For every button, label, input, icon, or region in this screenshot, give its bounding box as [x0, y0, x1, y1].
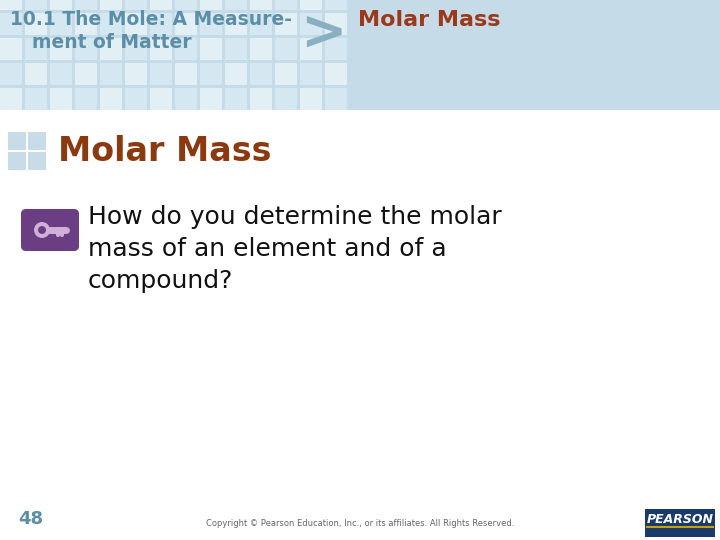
Bar: [275, 88, 297, 110]
Bar: [75, 0, 97, 10]
Bar: [325, 88, 347, 110]
Bar: [75, 38, 97, 60]
Text: PEARSON: PEARSON: [647, 513, 714, 526]
Bar: [300, 38, 322, 60]
Bar: [300, 63, 322, 85]
Bar: [175, 13, 197, 35]
Bar: [25, 38, 47, 60]
Bar: [150, 63, 172, 85]
Bar: [275, 13, 297, 35]
Bar: [75, 88, 97, 110]
Bar: [100, 38, 122, 60]
Bar: [28, 152, 46, 170]
Bar: [125, 88, 147, 110]
Bar: [200, 88, 222, 110]
Text: Molar Mass: Molar Mass: [58, 135, 271, 168]
Bar: [225, 88, 247, 110]
Bar: [50, 0, 72, 10]
Text: 10.1 The Mole: A Measure-: 10.1 The Mole: A Measure-: [10, 10, 292, 29]
Bar: [300, 88, 322, 110]
Bar: [175, 0, 197, 10]
Bar: [50, 88, 72, 110]
Bar: [325, 38, 347, 60]
Bar: [25, 13, 47, 35]
FancyBboxPatch shape: [21, 209, 79, 251]
Bar: [225, 38, 247, 60]
Bar: [325, 63, 347, 85]
Bar: [175, 88, 197, 110]
Bar: [150, 38, 172, 60]
Bar: [175, 63, 197, 85]
Bar: [200, 38, 222, 60]
Bar: [250, 63, 272, 85]
Bar: [125, 13, 147, 35]
Bar: [225, 63, 247, 85]
Bar: [250, 13, 272, 35]
Text: mass of an element and of a: mass of an element and of a: [88, 237, 446, 261]
Bar: [0, 0, 22, 10]
Bar: [250, 88, 272, 110]
Text: >: >: [300, 7, 346, 61]
Bar: [125, 63, 147, 85]
Bar: [175, 38, 197, 60]
Text: How do you determine the molar: How do you determine the molar: [88, 205, 502, 229]
Bar: [200, 0, 222, 10]
Bar: [150, 13, 172, 35]
Bar: [225, 0, 247, 10]
Text: 48: 48: [18, 510, 43, 528]
Circle shape: [34, 222, 50, 238]
Bar: [200, 13, 222, 35]
Bar: [100, 88, 122, 110]
Bar: [50, 38, 72, 60]
Bar: [50, 13, 72, 35]
Bar: [100, 63, 122, 85]
Bar: [28, 132, 46, 150]
Bar: [0, 13, 22, 35]
Bar: [0, 38, 22, 60]
Bar: [300, 0, 322, 10]
Bar: [150, 88, 172, 110]
Bar: [75, 63, 97, 85]
Text: Copyright © Pearson Education, Inc., or its affiliates. All Rights Reserved.: Copyright © Pearson Education, Inc., or …: [206, 519, 514, 528]
Bar: [25, 63, 47, 85]
Bar: [200, 63, 222, 85]
Bar: [50, 63, 72, 85]
Bar: [150, 0, 172, 10]
Bar: [25, 88, 47, 110]
Bar: [275, 63, 297, 85]
Bar: [275, 0, 297, 10]
Bar: [125, 0, 147, 10]
Bar: [225, 13, 247, 35]
Bar: [8, 152, 26, 170]
Bar: [275, 38, 297, 60]
Bar: [0, 0, 720, 110]
Bar: [0, 63, 22, 85]
Text: Molar Mass: Molar Mass: [358, 10, 500, 30]
Bar: [300, 13, 322, 35]
Bar: [250, 38, 272, 60]
Bar: [100, 0, 122, 10]
Bar: [645, 509, 715, 537]
Bar: [325, 0, 347, 10]
Text: compound?: compound?: [88, 269, 233, 293]
Bar: [125, 38, 147, 60]
Bar: [75, 13, 97, 35]
Bar: [250, 0, 272, 10]
Bar: [325, 13, 347, 35]
Bar: [0, 88, 22, 110]
Bar: [25, 0, 47, 10]
Circle shape: [38, 226, 46, 234]
Bar: [100, 13, 122, 35]
Bar: [8, 132, 26, 150]
Text: ment of Matter: ment of Matter: [32, 33, 192, 52]
